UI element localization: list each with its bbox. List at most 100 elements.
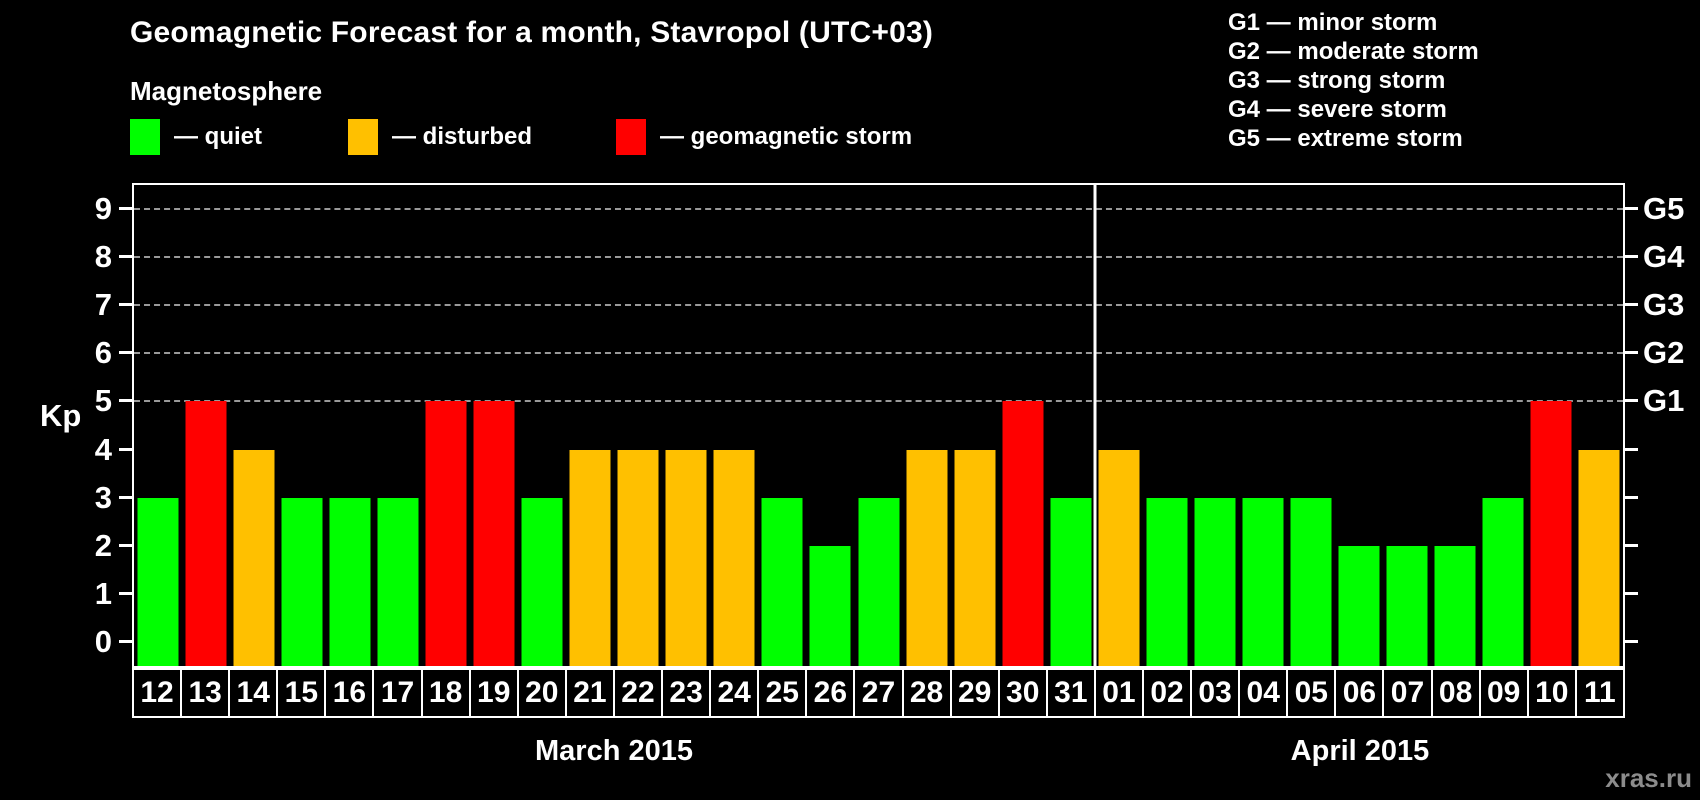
right-axis-tick-kp-3 [1625,495,1638,499]
legend-label-storm: — geomagnetic storm [660,123,913,150]
kp-bar-31 [1050,497,1092,666]
y-tick-label-4: 4 [94,431,112,467]
kp-bar-27 [858,497,899,666]
kp-bar-14 [233,449,275,666]
date-cell-22: 22 [612,668,664,718]
left-axis-tick-kp-3 [119,495,132,499]
date-cell-07: 07 [1382,668,1433,718]
date-cell-03: 03 [1190,668,1241,718]
kp-bar-24 [713,449,755,666]
kp-bar-16 [329,497,371,666]
date-axis: 12 13 14 15 16 17 18 19 20 21 22 23 24 25 26 27 28 29 30 31… [132,668,1625,718]
month-divider [1093,185,1097,666]
kp-bar-21 [569,449,611,666]
date-cell-20: 20 [516,668,567,718]
date-cell-14: 14 [228,668,279,718]
kp-bar-15 [281,497,323,666]
left-axis-tick-kp-6 [119,351,132,355]
disturbed-color-swatch [348,119,378,155]
kp-bar-29 [954,449,996,666]
magnetosphere-label: Magnetosphere [130,76,323,106]
legend-label-quiet: — quiet [174,123,262,150]
y-tick-label-5: 5 [94,383,112,419]
g1-legend-line: G1 — minor storm [1228,9,1438,36]
y-axis-label: Kp [40,398,82,433]
g5-legend-line: G5 — extreme storm [1228,125,1463,152]
date-cell-30: 30 [997,668,1048,718]
date-cell-25: 25 [757,668,808,718]
left-axis-tick-kp-5 [119,399,132,403]
g-scale-label-g1: G1 [1643,383,1685,419]
kp-bar-11 [1578,449,1620,666]
g-scale-label-g2: G2 [1643,335,1685,371]
y-tick-label-8: 8 [94,239,112,275]
y-tick-label-0: 0 [94,623,112,659]
date-cell-15: 15 [276,668,327,718]
kp-bar-23 [665,449,707,666]
gridline-kp-6 [134,352,1623,355]
left-axis-tick-kp-8 [119,255,132,259]
g-scale-legend: G1 — minor storm G2 — moderate storm G3 … [1228,8,1479,153]
plot-area: 0 1 2 3 4 5 6 7 8 9 G1 G2 G3 G4 G5 [95,183,1684,668]
g-scale-label-g4: G4 [1643,239,1685,275]
left-axis-tick-kp-0 [119,639,132,643]
date-cell-21: 21 [564,668,615,718]
y-tick-label-1: 1 [94,575,112,611]
date-cell-13: 13 [180,668,231,718]
kp-bar-02 [1146,497,1188,666]
right-axis-tick-kp-9 [1625,207,1638,211]
month-label-march: March 2015 [535,735,693,767]
kp-bar-08 [1434,545,1476,666]
kp-bar-20 [521,497,563,666]
kp-bar-09 [1482,497,1524,666]
right-axis-tick-kp-8 [1625,255,1638,259]
date-cell-05: 05 [1286,668,1337,718]
page-title: Geomagnetic Forecast for a month, Stavro… [130,16,934,49]
kp-bar-22 [617,449,659,666]
g-scale-label-g5: G5 [1643,191,1685,227]
storm-color-swatch [616,119,646,155]
y-tick-label-3: 3 [94,479,112,515]
date-cell-12: 12 [132,668,183,718]
kp-bar-18 [425,401,467,666]
date-cell-29: 29 [949,668,1000,718]
legend-label-disturbed: — disturbed [392,123,533,150]
kp-bar-19 [473,401,515,666]
date-cell-19: 19 [468,668,519,718]
date-cell-09: 09 [1478,668,1529,718]
kp-bar-25 [761,497,803,666]
right-axis-tick-kp-6 [1625,351,1638,355]
date-cell-24: 24 [709,668,760,718]
quiet-color-swatch [130,119,160,155]
date-cell-28: 28 [901,668,952,718]
date-cell-10: 10 [1526,668,1577,718]
y-tick-label-6: 6 [94,335,112,371]
y-tick-label-2: 2 [94,527,112,563]
kp-bar-30 [1002,401,1044,666]
date-cell-23: 23 [661,668,712,718]
kp-bar-28 [906,449,948,666]
right-axis-tick-kp-1 [1625,591,1638,595]
g2-legend-line: G2 — moderate storm [1228,38,1479,65]
right-axis-tick-kp-5 [1625,399,1638,403]
legend-item-quiet: — quiet [130,117,262,157]
kp-bar-04 [1242,497,1284,666]
kp-bar-10 [1530,401,1572,666]
date-cell-26: 26 [805,668,856,718]
g3-legend-line: G3 — strong storm [1228,67,1446,94]
right-axis-tick-kp-7 [1625,303,1638,307]
kp-bar-17 [377,497,419,666]
date-cell-16: 16 [324,668,375,718]
date-cell-02: 02 [1141,668,1193,718]
gridline-kp-7 [134,304,1623,307]
y-tick-label-9: 9 [94,191,112,227]
date-cell-17: 17 [372,668,423,718]
gridline-kp-5 [134,400,1623,403]
left-axis-tick-kp-2 [119,543,132,547]
kp-bar-13 [185,401,227,666]
g4-legend-line: G4 — severe storm [1228,96,1447,123]
gridline-kp-8 [134,256,1623,259]
date-cell-04: 04 [1238,668,1289,718]
y-tick-label-7: 7 [94,287,112,323]
